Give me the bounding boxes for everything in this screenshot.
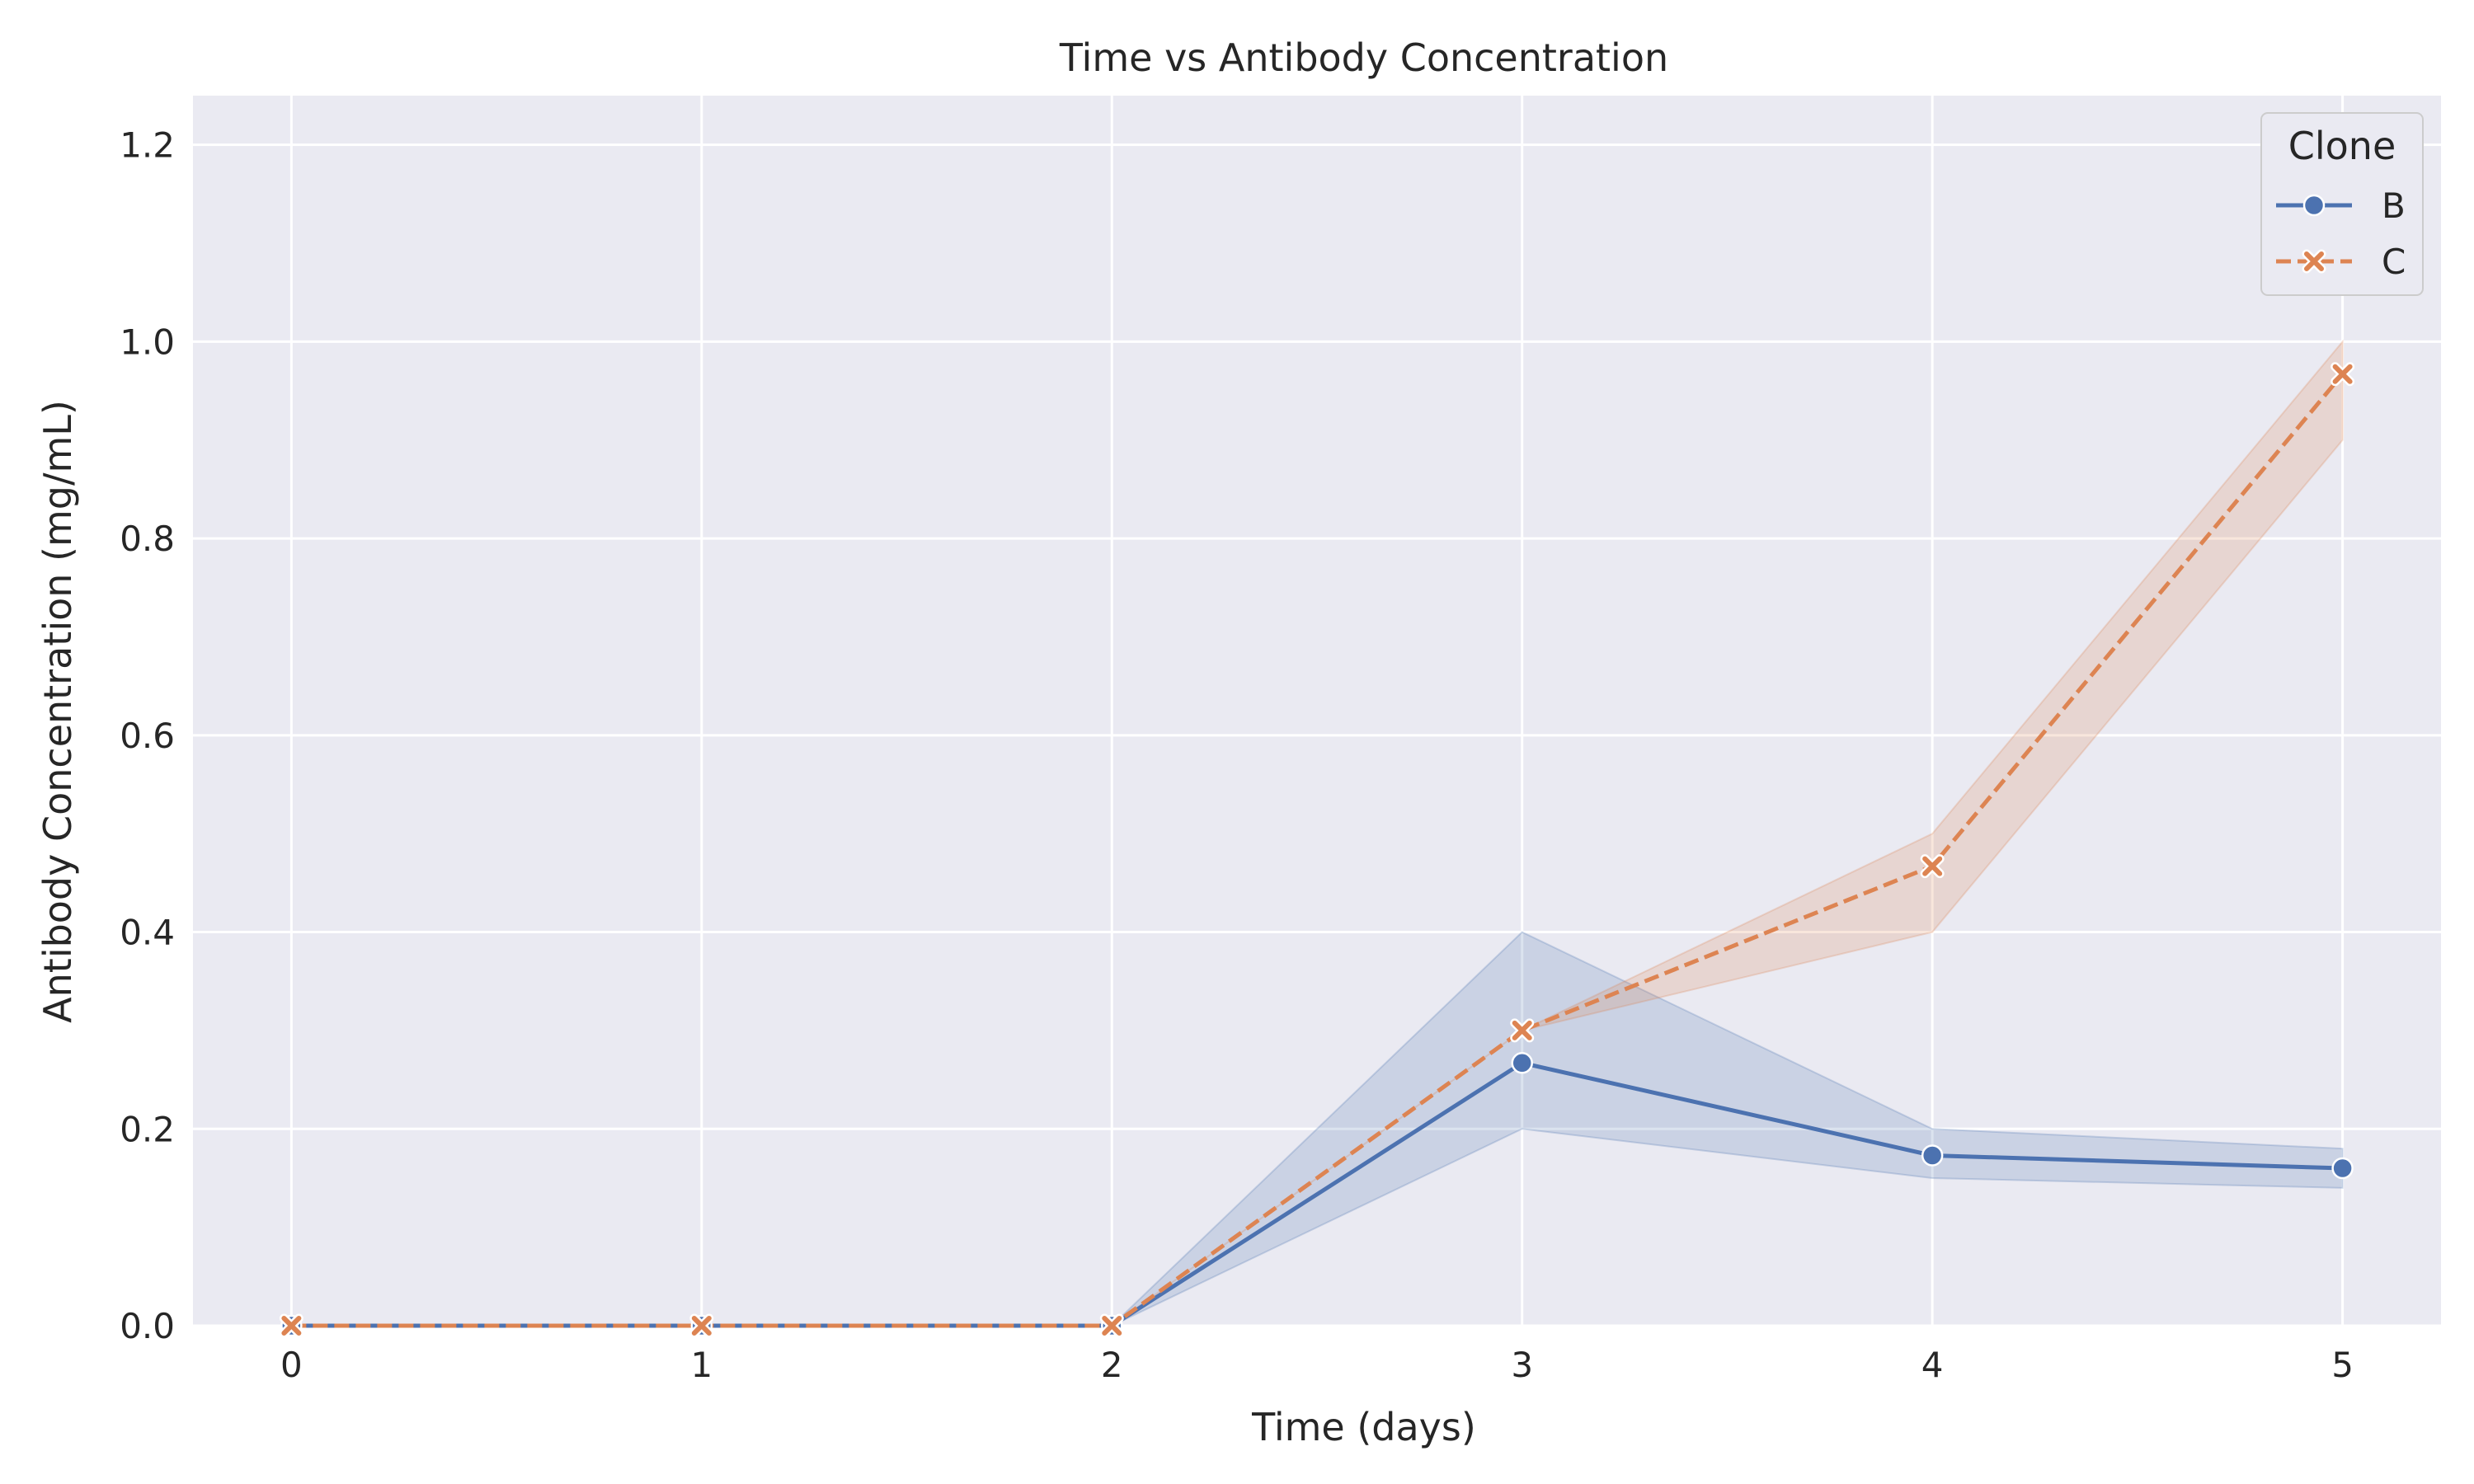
y-tick-label: 0.4 bbox=[120, 913, 175, 953]
legend-marker-c bbox=[2302, 249, 2326, 274]
series-line-b bbox=[291, 1060, 2343, 1328]
y-tick-label: 1.2 bbox=[120, 125, 175, 166]
x-tick-label: 2 bbox=[1101, 1345, 1123, 1385]
grid bbox=[193, 96, 2441, 1327]
data-point-c bbox=[1099, 1313, 1124, 1338]
y-tick-label: 0.8 bbox=[120, 519, 175, 559]
data-point-b bbox=[2331, 1157, 2354, 1180]
legend-item-b: B bbox=[2276, 186, 2406, 226]
chart-title: Time vs Antibody Concentration bbox=[1059, 35, 1668, 80]
series-lines bbox=[291, 373, 2345, 1328]
y-tick-label: 0.2 bbox=[120, 1109, 175, 1149]
x-tick-label: 3 bbox=[1511, 1345, 1533, 1385]
series-line-c bbox=[291, 373, 2345, 1328]
data-point-c bbox=[1510, 1018, 1535, 1043]
legend-label-b: B bbox=[2382, 186, 2406, 226]
legend-title: Clone bbox=[2288, 124, 2396, 168]
data-point-c bbox=[279, 1313, 303, 1338]
x-tick-label: 4 bbox=[1921, 1345, 1944, 1385]
y-axis-label: Antibody Concentration (mg/mL) bbox=[35, 400, 80, 1023]
data-point-c bbox=[2331, 362, 2355, 387]
legend: Clone BC bbox=[2260, 112, 2424, 296]
x-tick-label: 5 bbox=[2331, 1345, 2354, 1385]
y-tick-label: 1.0 bbox=[120, 322, 175, 362]
tick-labels: 0 1 2 3 4 5 0.0 0.2 0.4 0.6 0.8 1.0 1.2 bbox=[120, 125, 2354, 1385]
legend-marker-b bbox=[2302, 194, 2326, 217]
data-point-b bbox=[1511, 1052, 1533, 1074]
legend-items: BC bbox=[2276, 186, 2406, 282]
plot-area bbox=[193, 96, 2441, 1326]
legend-label-c: C bbox=[2382, 242, 2406, 282]
data-point-c bbox=[1920, 854, 1945, 879]
x-axis-label: Time (days) bbox=[1251, 1405, 1476, 1449]
series-markers bbox=[279, 362, 2355, 1338]
y-tick-label: 0.6 bbox=[120, 716, 175, 756]
legend-item-c: C bbox=[2276, 242, 2406, 282]
y-tick-label: 0.0 bbox=[120, 1306, 175, 1346]
x-tick-label: 1 bbox=[690, 1345, 713, 1385]
x-tick-label: 0 bbox=[280, 1345, 303, 1385]
data-point-b bbox=[1921, 1144, 1944, 1167]
data-point-c bbox=[689, 1313, 714, 1338]
